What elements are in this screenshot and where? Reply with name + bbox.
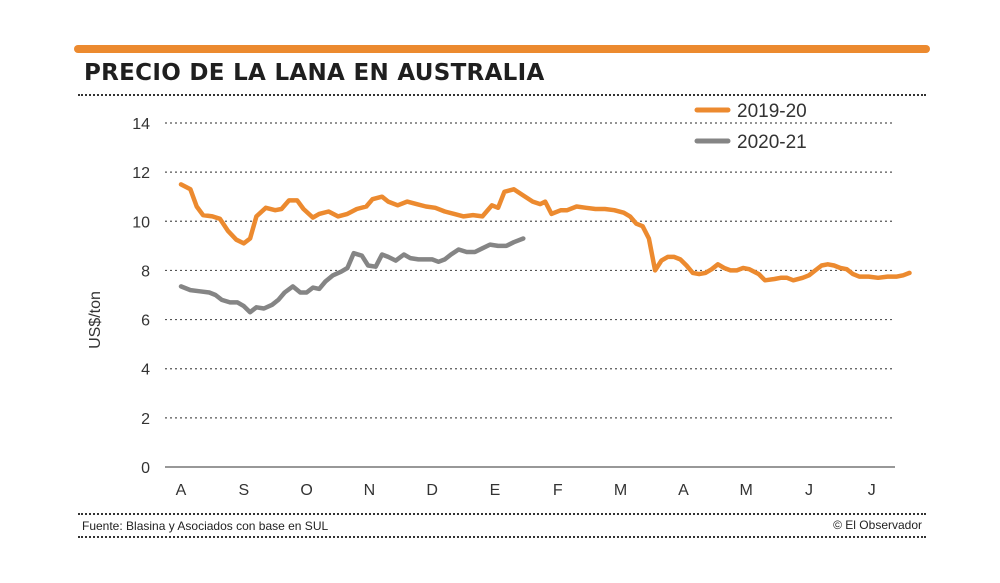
x-tick-label: E [490, 482, 501, 499]
source-note: Fuente: Blasina y Asociados con base en … [82, 519, 329, 533]
y-axis-label: US$/ton [87, 291, 104, 349]
chart-legend: 2019-20 2020-21 [694, 101, 807, 153]
credit-note: © El Observador [833, 518, 922, 532]
y-tick-label: 6 [141, 313, 150, 330]
y-tick-label: 14 [132, 116, 150, 133]
series-line-2019-20 [178, 182, 912, 283]
chart-grid [165, 122, 895, 419]
top-accent-bar [74, 45, 930, 53]
legend-label-2019-20: 2019-20 [737, 101, 807, 122]
footer-divider-bottom [78, 536, 926, 538]
x-tick-label: S [238, 482, 249, 499]
y-tick-label: 0 [141, 460, 150, 477]
x-tick-label: A [176, 482, 187, 499]
x-tick-label: D [426, 482, 438, 499]
chart-series [178, 182, 912, 315]
x-tick-label: J [868, 482, 876, 499]
x-tick-label: J [805, 482, 813, 499]
footer-divider-top [78, 513, 926, 515]
y-tick-label: 12 [132, 165, 150, 182]
series-line-2020-21 [178, 236, 526, 315]
y-tick-label: 10 [132, 214, 150, 231]
x-tick-label: M [614, 482, 627, 499]
chart-title: PRECIO DE LA LANA EN AUSTRALIA [84, 60, 545, 86]
y-tick-label: 2 [141, 411, 150, 428]
x-tick-label: A [678, 482, 689, 499]
legend-label-2020-21: 2020-21 [737, 132, 807, 153]
x-tick-label: N [364, 482, 376, 499]
y-tick-label: 4 [141, 362, 150, 379]
x-tick-label: F [553, 482, 563, 499]
y-axis-ticks: 0 2 4 6 8 10 12 14 [132, 116, 150, 477]
y-tick-label: 8 [141, 263, 150, 280]
x-tick-label: O [300, 482, 312, 499]
x-tick-label: M [740, 482, 753, 499]
title-divider [78, 94, 926, 96]
